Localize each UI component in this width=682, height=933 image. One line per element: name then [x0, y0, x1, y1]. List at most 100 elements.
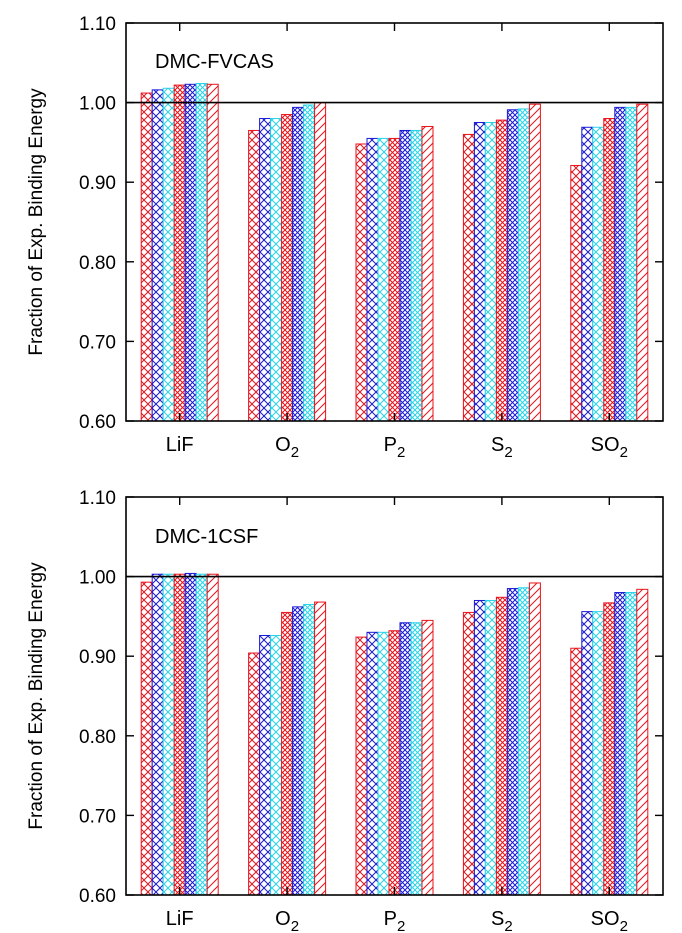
bar — [399, 622, 412, 896]
bar — [195, 573, 208, 896]
bar — [173, 84, 186, 422]
x-tick-label-base: SO — [591, 908, 620, 930]
x-tick-label: LiF — [166, 434, 194, 456]
y-tick-labels: 0.60 0.70 0.80 0.90 1.00 1.10 — [79, 14, 116, 433]
plot-frame — [125, 496, 664, 896]
x-tick-label-base: P — [384, 908, 397, 930]
bar — [184, 572, 197, 896]
x-tick-label-subscript: 2 — [291, 444, 299, 461]
bar — [195, 82, 208, 422]
bar — [303, 104, 316, 422]
plot-frame — [125, 22, 664, 422]
x-tick-label: S2 — [491, 434, 513, 461]
bar — [377, 137, 390, 422]
bar — [603, 602, 616, 896]
bar — [303, 603, 316, 896]
x-tick-label-subscript: 2 — [291, 918, 299, 933]
x-tick-label: P2 — [384, 908, 406, 933]
x-tick-label: O2 — [275, 434, 299, 461]
bar — [592, 611, 605, 896]
y-tick-labels: 0.60 0.70 0.80 0.90 1.00 1.10 — [79, 488, 116, 907]
bar — [314, 601, 327, 896]
bar — [248, 129, 261, 422]
bar — [484, 599, 497, 896]
bar — [140, 581, 153, 896]
chart-title: DMC-FVCAS — [155, 51, 274, 73]
x-tick-label: O2 — [275, 908, 299, 933]
bar — [399, 129, 412, 422]
bar — [151, 89, 164, 422]
x-tick-label: S2 — [491, 908, 513, 933]
bar — [581, 126, 594, 422]
bar — [528, 582, 541, 896]
bar — [377, 631, 390, 896]
y-tick-label: 1.10 — [79, 488, 116, 509]
bar — [625, 106, 638, 422]
chart-panel-dmc-fvcas: 0.60 0.70 0.80 0.90 1.00 1.10 DMC-FVCAS Fract… — [26, 14, 664, 461]
bar — [473, 122, 486, 422]
x-tick-label-subscript: 2 — [504, 918, 512, 933]
y-tick-label: 0.90 — [79, 647, 116, 668]
x-tick-label-subscript: 2 — [620, 918, 628, 933]
bar — [281, 114, 294, 422]
bar — [625, 592, 638, 896]
x-tick-label-base: O — [275, 434, 291, 456]
x-tick-labels: LiF O2 P2 S2 SO2 — [166, 908, 628, 933]
bar — [614, 592, 627, 896]
bar — [421, 125, 434, 422]
bar — [292, 606, 305, 896]
x-tick-labels: LiF O2 P2 S2 SO2 — [166, 434, 628, 461]
bar — [636, 103, 649, 422]
bar — [473, 599, 486, 896]
bar — [388, 630, 401, 896]
x-tick-label-base: P — [384, 434, 397, 456]
bar — [270, 635, 283, 896]
x-tick-label: SO2 — [591, 434, 628, 461]
bar — [603, 118, 616, 422]
bar — [355, 143, 368, 422]
bar — [528, 103, 541, 422]
bar — [506, 109, 519, 422]
bar — [581, 611, 594, 896]
bar — [206, 83, 219, 422]
bar — [462, 133, 475, 422]
chart-panel-dmc-1csf: 0.60 0.70 0.80 0.90 1.00 1.10 DMC-1CSF Fracti… — [26, 488, 664, 933]
bar — [410, 129, 423, 422]
x-tick-label-base: O — [275, 908, 291, 930]
bar — [421, 619, 434, 896]
x-tick-label-subscript: 2 — [397, 444, 405, 461]
bar — [162, 87, 175, 422]
y-axis-label: Fraction of Exp. Binding Energy — [26, 88, 47, 356]
bar — [592, 126, 605, 422]
bar — [162, 573, 175, 896]
bar — [614, 106, 627, 422]
bar — [281, 611, 294, 896]
x-tick-label-base: LiF — [166, 908, 194, 930]
y-tick-label: 1.10 — [79, 14, 116, 35]
bar — [410, 622, 423, 896]
y-tick-label: 1.00 — [79, 568, 116, 589]
x-tick-label-base: SO — [591, 434, 620, 456]
bar — [173, 573, 186, 896]
bar — [506, 588, 519, 896]
x-tick-label-base: S — [491, 434, 504, 456]
y-tick-label: 1.00 — [79, 94, 116, 115]
x-tick-label-subscript: 2 — [620, 444, 628, 461]
y-axis-label: Fraction of Exp. Binding Energy — [26, 562, 47, 830]
bar — [270, 118, 283, 422]
x-tick-label: LiF — [166, 908, 194, 930]
bar — [355, 636, 368, 896]
x-tick-label: P2 — [384, 434, 406, 461]
x-tick-label: SO2 — [591, 908, 628, 933]
bar — [495, 596, 508, 896]
bar — [517, 587, 530, 896]
bar — [570, 647, 583, 896]
bar — [495, 119, 508, 422]
bar — [636, 588, 649, 896]
bar — [259, 635, 272, 896]
bar — [206, 573, 219, 896]
bar — [366, 631, 379, 896]
bar — [484, 122, 497, 422]
bar — [570, 164, 583, 422]
